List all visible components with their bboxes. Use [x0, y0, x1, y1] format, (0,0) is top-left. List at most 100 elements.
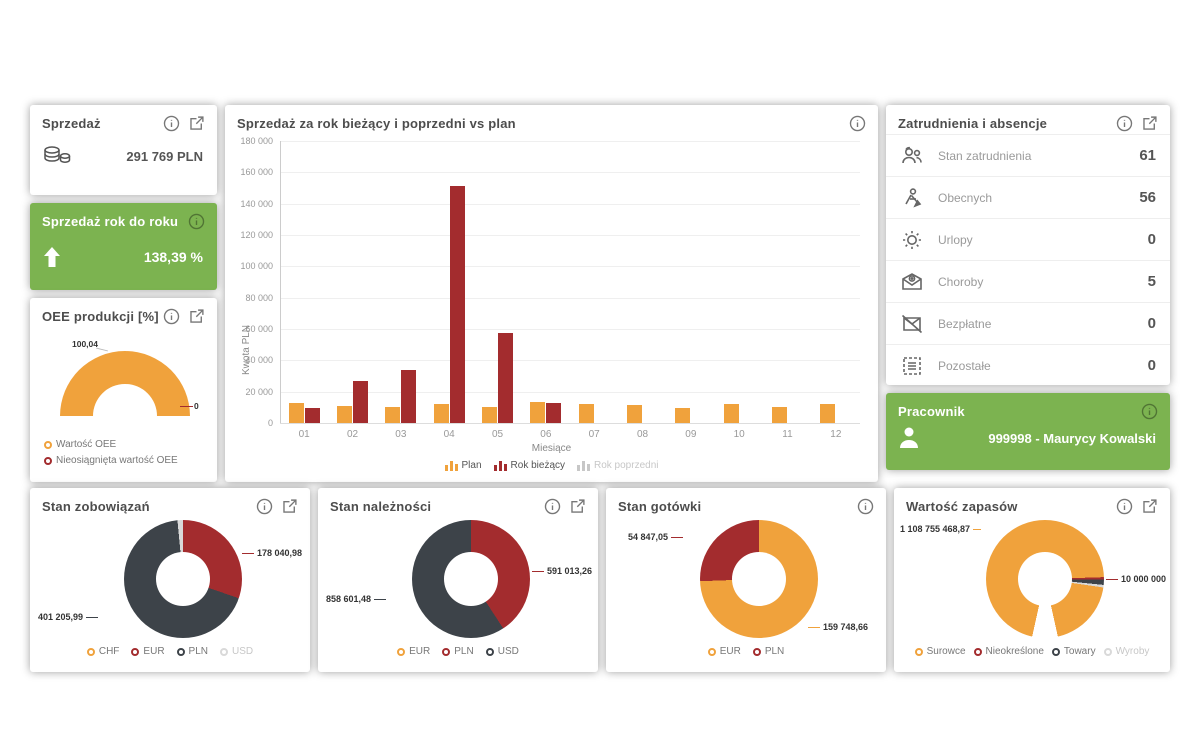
widget-title: Sprzedaż: [42, 116, 101, 131]
y-axis-title: Kwota PLN: [241, 324, 252, 375]
list-item-value: 56: [1139, 189, 1156, 206]
gridline: [280, 266, 860, 268]
legend-item[interactable]: Nieokreślone: [973, 646, 1044, 657]
bar[interactable]: [288, 402, 304, 423]
list-item-label: Pozostałe: [938, 358, 991, 373]
donut-chart[interactable]: [986, 520, 1104, 638]
legend-label: Wartość OEE: [56, 439, 117, 450]
donut-chart[interactable]: [124, 520, 242, 638]
callout-value: 1 108 755 468,87: [900, 524, 971, 534]
gauge-min-label: 0: [194, 401, 199, 411]
widget-sales-chart: Sprzedaż za rok bieżący i poprzedni vs p…: [225, 105, 878, 482]
x-tick-label: 07: [588, 429, 600, 440]
open-external-icon[interactable]: [188, 308, 205, 325]
bar-chart: 0 20 000 40 000 60 000 80 000 100 000 120 000 1…: [225, 105, 878, 482]
open-external-icon[interactable]: [188, 115, 205, 132]
x-tick-label: 09: [685, 429, 697, 440]
widget-sprzedaz: Sprzedaż 291 769 PLN: [30, 105, 217, 195]
list-item[interactable]: Obecnych 56: [886, 176, 1170, 218]
info-icon[interactable]: [163, 308, 180, 325]
widget-title: Stan gotówki: [618, 499, 702, 514]
x-tick-label: 06: [540, 429, 552, 440]
bar[interactable]: [546, 403, 562, 423]
legend-item[interactable]: Towary: [1051, 646, 1096, 657]
widget-pracownik[interactable]: Pracownik 999998 - Maurycy Kowalski: [886, 393, 1170, 470]
legend-item[interactable]: EUR: [707, 646, 741, 657]
bar[interactable]: [723, 404, 739, 423]
list-item[interactable]: Pozostałe 0: [886, 344, 1170, 386]
legend-item[interactable]: Wartość OEE: [44, 439, 217, 450]
legend-item[interactable]: PLN: [752, 646, 784, 657]
info-icon[interactable]: [857, 498, 874, 515]
open-external-icon[interactable]: [569, 498, 586, 515]
list-item[interactable]: Stan zatrudnienia 61: [886, 134, 1170, 176]
donut-callout: 178 040,98: [241, 548, 302, 558]
info-icon[interactable]: [1141, 403, 1158, 420]
info-icon[interactable]: [163, 115, 180, 132]
info-icon[interactable]: [849, 115, 866, 132]
donut-legend: CHF EUR PLN USD: [30, 646, 310, 657]
info-icon[interactable]: [188, 213, 205, 230]
bar[interactable]: [772, 406, 787, 423]
crossed-envelope-icon: [900, 312, 924, 336]
x-tick-label: 11: [782, 429, 793, 440]
open-external-icon[interactable]: [1141, 498, 1158, 515]
legend-item[interactable]: USD: [220, 646, 253, 657]
list-item-value: 5: [1147, 273, 1156, 290]
legend-item[interactable]: PLN: [442, 646, 474, 657]
bar[interactable]: [482, 406, 497, 423]
legend-item-rok-poprzedni[interactable]: Rok poprzedni: [577, 459, 658, 471]
bar[interactable]: [304, 408, 320, 423]
bar[interactable]: [401, 369, 417, 423]
donut-legend: EUR PLN: [606, 646, 886, 657]
donut-chart[interactable]: [700, 520, 818, 638]
list-item[interactable]: Urlopy 0: [886, 218, 1170, 260]
callout-connector: [531, 570, 544, 572]
bar[interactable]: [627, 404, 642, 423]
x-tick-label: 05: [491, 429, 504, 440]
donut-callout: 10 000 000: [1105, 574, 1166, 584]
bar[interactable]: [530, 401, 546, 423]
info-icon[interactable]: [256, 498, 273, 515]
info-icon[interactable]: [544, 498, 561, 515]
legend-item-rok-biezacy[interactable]: Rok bieżący: [493, 459, 565, 471]
list-item[interactable]: Bezpłatne 0: [886, 302, 1170, 344]
y-tick-label: 80 000: [245, 292, 273, 303]
widget-sprzedaz-rok-do-roku[interactable]: Sprzedaż rok do roku 138,39 %: [30, 203, 217, 290]
callout-value: 54 847,05: [628, 532, 669, 542]
legend-item[interactable]: EUR: [397, 646, 430, 657]
x-tick-label: 12: [830, 429, 842, 440]
bar[interactable]: [578, 404, 594, 423]
info-icon[interactable]: [1116, 115, 1133, 132]
list-item[interactable]: Choroby 5: [886, 260, 1170, 302]
bar[interactable]: [385, 407, 401, 423]
y-tick-label: 140 000: [240, 198, 273, 209]
y-tick-label: 100 000: [240, 261, 273, 272]
legend-item[interactable]: Surowce: [914, 646, 966, 657]
legend-item[interactable]: PLN: [176, 646, 208, 657]
bar[interactable]: [675, 408, 691, 423]
medical-envelope-icon: [900, 270, 924, 294]
bar[interactable]: [449, 186, 465, 423]
bar[interactable]: [433, 404, 449, 423]
legend-item[interactable]: EUR: [131, 646, 165, 657]
x-axis-line: [280, 423, 860, 424]
open-external-icon[interactable]: [1141, 115, 1158, 132]
legend-item[interactable]: CHF: [86, 646, 119, 657]
bar[interactable]: [337, 405, 352, 423]
bar[interactable]: [498, 332, 513, 423]
legend-item[interactable]: Nieosiągnięta wartość OEE: [44, 455, 217, 466]
list-item-label: Choroby: [938, 274, 984, 289]
bar[interactable]: [353, 380, 368, 423]
widget-wartosc-zapasow: Wartość zapasów 1 108 755 468,87 10 000 …: [894, 488, 1170, 672]
legend-item[interactable]: Wyroby: [1103, 646, 1149, 657]
legend-item-plan[interactable]: Plan: [444, 459, 482, 471]
donut-chart[interactable]: [412, 520, 530, 638]
open-external-icon[interactable]: [281, 498, 298, 515]
legend-item[interactable]: USD: [485, 646, 519, 657]
bar[interactable]: [820, 404, 836, 423]
info-icon[interactable]: [1116, 498, 1133, 515]
callout-connector: [671, 536, 684, 538]
callout-value: 178 040,98: [256, 548, 302, 558]
y-tick-label: 20 000: [245, 386, 273, 397]
